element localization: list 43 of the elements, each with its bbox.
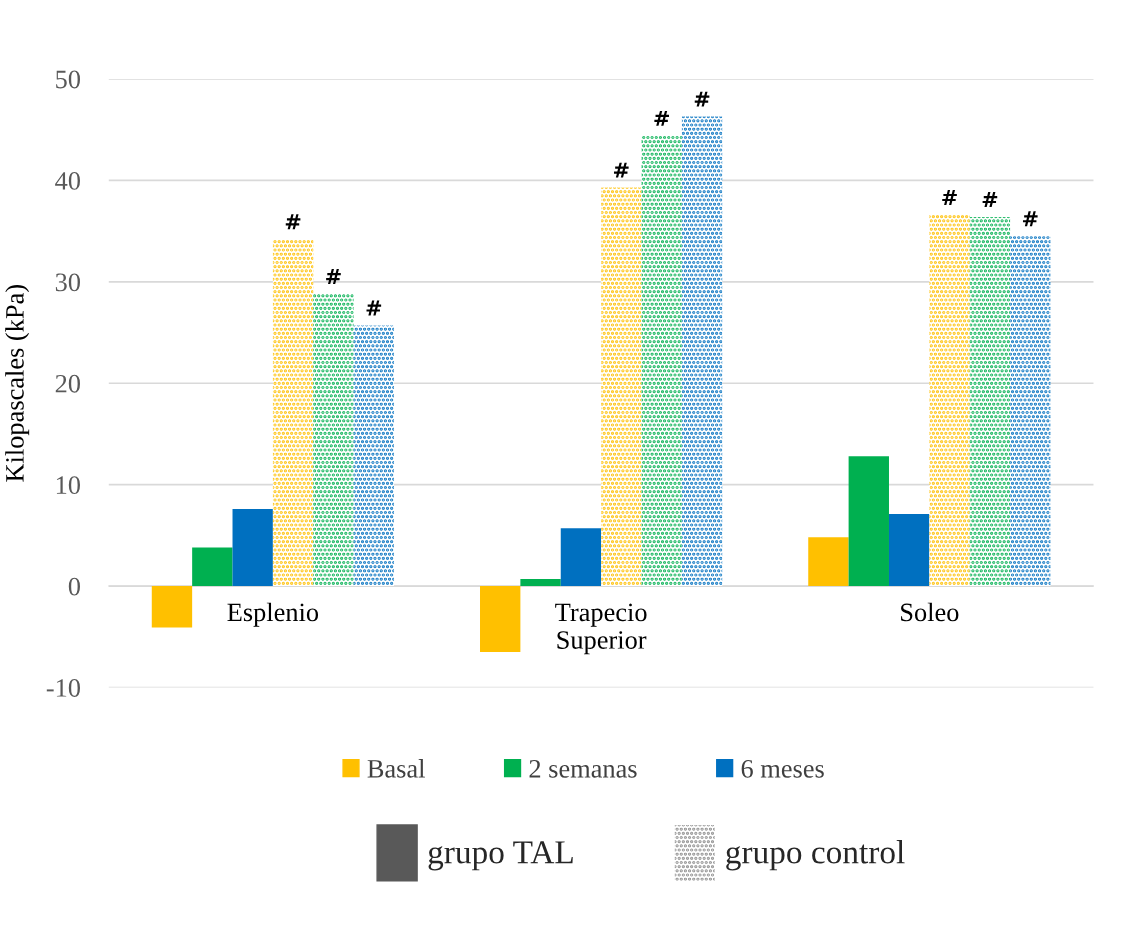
annotation: #: [285, 214, 301, 230]
bar: [681, 116, 723, 587]
text: grupo TAL: [428, 841, 573, 871]
legend-label: 6 meses: [741, 759, 824, 778]
x-tick-label: Esplenio: [227, 602, 319, 627]
text: grupo control: [726, 840, 905, 871]
bar: [520, 578, 561, 587]
bar: [151, 586, 193, 628]
bar: [888, 514, 930, 587]
y-axis-title: Kilopascales (kPa): [5, 285, 30, 482]
y-tick-label: 50: [56, 70, 80, 89]
bar: [353, 325, 395, 587]
annotation: #: [366, 300, 382, 316]
bar: [232, 508, 273, 587]
annotation: #: [326, 269, 341, 285]
y-tick-label: -10: [46, 679, 80, 697]
y-tick-label: 0: [68, 577, 80, 596]
y-tick-label: 30: [55, 273, 80, 292]
x-tick-label: Trapecio Superior: [555, 603, 647, 655]
legend-label: Basal: [367, 759, 425, 778]
annotation: #: [614, 162, 629, 178]
y-tick-label: 20: [55, 374, 80, 393]
bar: [601, 187, 642, 587]
annotation: #: [694, 91, 710, 107]
bar: [969, 216, 1011, 587]
y-tick-label: 10: [56, 476, 80, 495]
legend-label: 2 semanas: [529, 759, 637, 778]
bar: [560, 528, 602, 587]
x-tick-label: Soleo: [901, 602, 959, 622]
bar: [1010, 236, 1051, 587]
bar: [848, 456, 889, 587]
bar: [272, 239, 314, 587]
bar: [313, 293, 354, 587]
annotation: #: [1022, 211, 1038, 227]
bar: [808, 537, 849, 587]
annotation: #: [942, 190, 957, 205]
bar: [641, 135, 682, 587]
bar: [192, 547, 233, 587]
annotation: #: [654, 110, 669, 126]
annotation: #: [982, 192, 998, 207]
y-tick-label: 40: [55, 171, 80, 190]
bar: [480, 586, 521, 652]
bar: [929, 214, 970, 587]
